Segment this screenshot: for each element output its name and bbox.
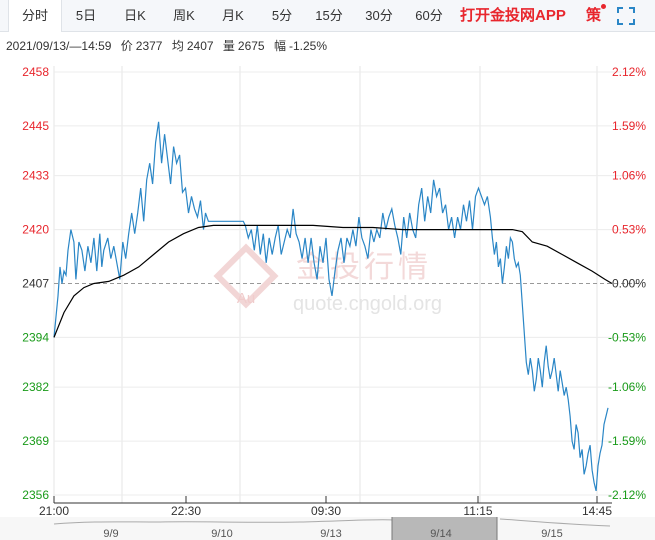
pct-tick-label: -2.12% bbox=[608, 488, 646, 502]
pct-tick-label: 0.00% bbox=[612, 277, 646, 291]
avg-value: 2407 bbox=[186, 39, 214, 53]
time-range: 2021/09/13/—14:59 bbox=[6, 39, 112, 53]
watermark-logo-text: Au bbox=[237, 290, 255, 307]
tab-daily-k[interactable]: 日K bbox=[124, 8, 146, 23]
tab-15min[interactable]: 15分 bbox=[315, 8, 343, 23]
navigator-date-label: 9/15 bbox=[541, 528, 562, 540]
y-tick-label: 2369 bbox=[22, 434, 49, 448]
tab-weekly-k[interactable]: 周K bbox=[173, 8, 195, 23]
y-tick-label: 2433 bbox=[22, 169, 49, 183]
y-tick-label: 2445 bbox=[22, 119, 49, 133]
strategy-button[interactable]: 策 bbox=[586, 7, 602, 24]
quote-info-line: 2021/09/13/—14:59 价 2377 均 2407 量 2675 幅 -1.… bbox=[6, 38, 333, 54]
volume-label: 量 bbox=[222, 39, 235, 53]
navigator-date-label: 9/9 bbox=[103, 528, 118, 540]
x-tick-label: 21:00 bbox=[39, 504, 69, 518]
navigator-selection[interactable] bbox=[392, 517, 497, 540]
x-tick-label: 11:15 bbox=[463, 504, 492, 518]
change-label: 幅 bbox=[273, 39, 286, 53]
navigator-trend bbox=[53, 518, 611, 527]
navigator-date-label: 9/14 bbox=[430, 528, 451, 540]
y-tick-label: 2394 bbox=[22, 330, 49, 344]
y-tick-label: 2458 bbox=[22, 65, 49, 79]
tab-intraday[interactable]: 分时 bbox=[8, 0, 62, 32]
pct-tick-label: 1.06% bbox=[612, 169, 646, 183]
x-tick-label: 22:30 bbox=[171, 504, 201, 518]
price-line bbox=[53, 121, 609, 492]
pct-tick-label: 1.59% bbox=[612, 119, 646, 133]
pct-tick-label: -1.59% bbox=[608, 434, 646, 448]
x-tick-label: 09:30 bbox=[311, 504, 341, 518]
navigator-date-label: 9/10 bbox=[211, 528, 232, 540]
avg-label: 均 bbox=[171, 39, 184, 53]
watermark-brand: 金投行情 bbox=[296, 250, 432, 285]
notification-dot bbox=[601, 4, 606, 9]
price-label: 价 bbox=[120, 39, 133, 53]
tab-60min[interactable]: 60分 bbox=[415, 8, 443, 23]
tab-monthly-k[interactable]: 月K bbox=[222, 8, 244, 23]
period-tab-bar: 分时 5日 日K 周K 月K 5分 15分 30分 60分 打开金投网APP 策 bbox=[0, 0, 655, 32]
fullscreen-icon[interactable] bbox=[617, 7, 635, 25]
pct-tick-label: 0.53% bbox=[612, 223, 646, 237]
tab-30min[interactable]: 30分 bbox=[365, 8, 393, 23]
y-tick-label: 2407 bbox=[22, 277, 49, 291]
average-line bbox=[53, 224, 613, 338]
price-value: 2377 bbox=[135, 39, 163, 53]
pct-tick-label: -1.06% bbox=[608, 380, 646, 394]
y-tick-label: 2356 bbox=[22, 488, 49, 502]
watermark-url: quote.cngold.org bbox=[293, 293, 442, 315]
tab-5day[interactable]: 5日 bbox=[75, 8, 97, 23]
watermark-logo bbox=[213, 243, 279, 309]
pct-tick-label: -0.53% bbox=[608, 330, 646, 344]
navigator-date-label: 9/13 bbox=[320, 528, 341, 540]
open-app-link[interactable]: 打开金投网APP bbox=[460, 7, 566, 24]
change-value: -1.25% bbox=[288, 39, 327, 53]
tab-5min[interactable]: 5分 bbox=[271, 8, 293, 23]
x-tick-label: 14:45 bbox=[582, 504, 612, 518]
volume-value: 2675 bbox=[237, 39, 265, 53]
pct-tick-label: 2.12% bbox=[612, 65, 646, 79]
y-tick-label: 2420 bbox=[22, 223, 49, 237]
y-tick-label: 2382 bbox=[22, 380, 49, 394]
